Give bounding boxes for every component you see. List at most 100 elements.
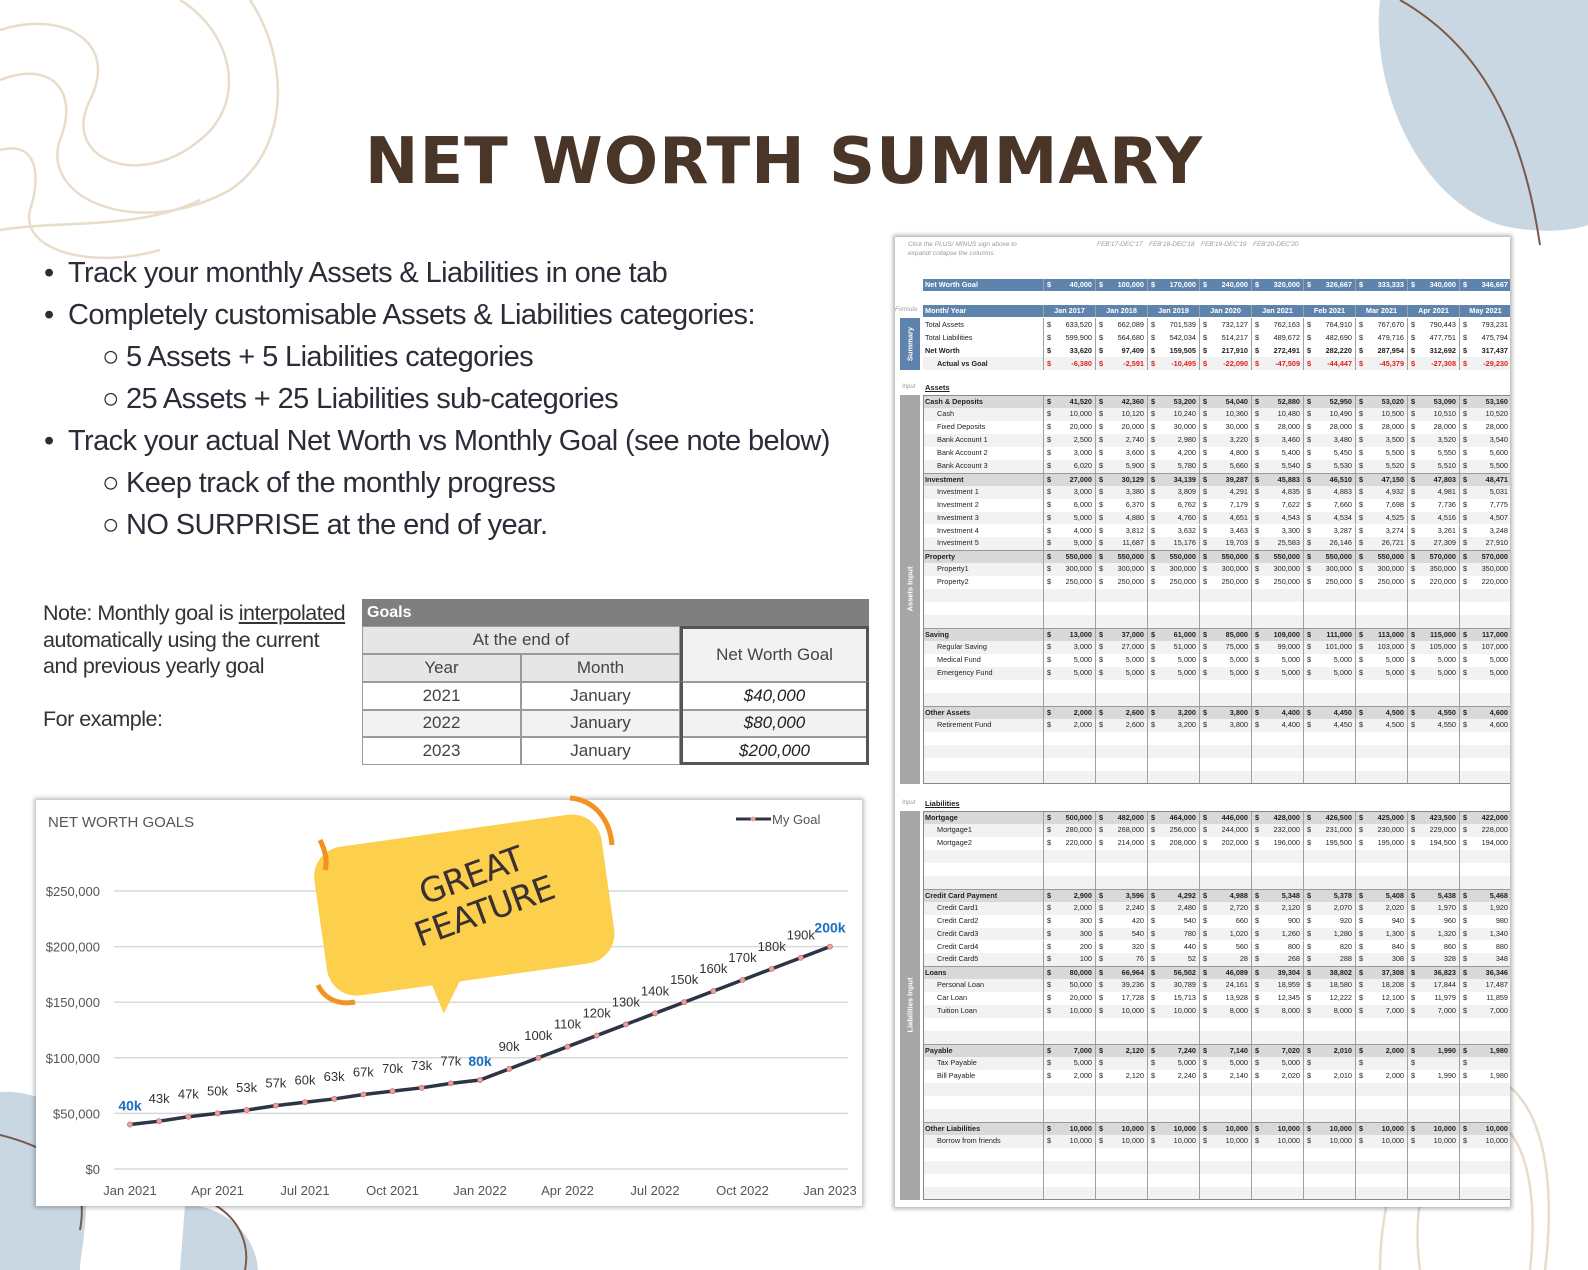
cell-value: 20,000 xyxy=(1121,421,1144,431)
currency-symbol: $ xyxy=(1203,397,1208,406)
value-cell xyxy=(1199,1082,1251,1096)
cell-value: 75,000 xyxy=(1225,642,1248,652)
currency-symbol: $ xyxy=(1359,538,1364,548)
net-worth-goal-row: Net Worth Goal $40,000 $100,000 $170,000 $24… xyxy=(923,279,1510,291)
row-label: Bank Account 3 xyxy=(937,460,988,470)
value-cell: $880 xyxy=(1459,940,1510,954)
value-cell: $6,020 xyxy=(1043,459,1095,473)
cell-value: 900 xyxy=(1287,915,1300,925)
cell-value: 10,000 xyxy=(1173,1123,1196,1133)
row-label xyxy=(923,1174,1043,1187)
value-cell xyxy=(1043,770,1095,784)
currency-symbol: $ xyxy=(1359,928,1364,938)
cell-value: 300,000 xyxy=(1221,564,1248,574)
currency-symbol: $ xyxy=(1203,954,1208,964)
cell-value: 5,520 xyxy=(1385,460,1404,470)
value-cell: $250,000 xyxy=(1355,576,1407,590)
value-cell: $317,437 xyxy=(1459,344,1510,357)
cell-value: 479,716 xyxy=(1377,333,1404,342)
value-cell: $300,000 xyxy=(1095,563,1147,577)
value-cell: $107,000 xyxy=(1459,641,1510,654)
bullet-text: NO SURPRISE at the end of year. xyxy=(126,509,548,541)
currency-symbol: $ xyxy=(1307,434,1312,444)
value-cell: $2,000 xyxy=(1043,706,1095,719)
currency-symbol: $ xyxy=(1411,837,1416,847)
page-title: NET WORTH SUMMARY xyxy=(364,125,1204,199)
value-cell: $28,000 xyxy=(1303,420,1355,434)
currency-symbol: $ xyxy=(1411,824,1416,834)
currency-symbol: $ xyxy=(1099,915,1104,925)
currency-symbol: $ xyxy=(1203,1058,1208,1068)
currency-symbol: $ xyxy=(1151,707,1156,717)
cell-value: 326,667 xyxy=(1325,280,1352,289)
x-tick-label: Jan 2022 xyxy=(453,1183,507,1198)
currency-symbol: $ xyxy=(1307,359,1312,368)
value-cell: $3,596 xyxy=(1095,889,1147,902)
cell-value: 4,760 xyxy=(1177,512,1196,522)
row-label: Car Loan xyxy=(937,993,968,1003)
value-cell: $3,540 xyxy=(1459,433,1510,447)
empty-row xyxy=(923,1018,1510,1032)
currency-symbol: $ xyxy=(1151,512,1156,522)
goal-year: 2022 xyxy=(362,709,521,737)
currency-symbol: $ xyxy=(1255,512,1260,522)
value-cell xyxy=(1251,1108,1303,1122)
cell-value: 10,490 xyxy=(1329,408,1352,418)
value-cell: $27,910 xyxy=(1459,537,1510,551)
value-cell: $10,490 xyxy=(1303,407,1355,421)
value-cell: $477,751 xyxy=(1407,331,1459,344)
value-cell: $10,000 xyxy=(1095,1005,1147,1019)
value-cell: $52 xyxy=(1147,953,1199,967)
currency-symbol: $ xyxy=(1359,397,1364,406)
cell-value: 202,000 xyxy=(1221,837,1248,847)
cell-value: 3,463 xyxy=(1229,525,1248,535)
value-cell: $113,000 xyxy=(1355,629,1407,642)
value-cell: $7,240 xyxy=(1147,1045,1199,1058)
cell-value: 300,000 xyxy=(1065,564,1092,574)
value-cell: $570,000 xyxy=(1407,551,1459,564)
row-label: Bank Account 1 xyxy=(937,434,988,444)
cell-value: 27,910 xyxy=(1485,538,1508,548)
currency-symbol: $ xyxy=(1359,564,1364,574)
cell-value: 2,000 xyxy=(1385,1071,1404,1080)
value-cell: $18,959 xyxy=(1251,979,1303,993)
value-cell: $550,000 xyxy=(1095,551,1147,564)
value-cell: $900 xyxy=(1251,914,1303,928)
value-cell: $47,803 xyxy=(1407,473,1459,486)
y-tick-label: $0 xyxy=(86,1162,100,1177)
cell-value: -45,379 xyxy=(1379,359,1404,368)
value-cell xyxy=(1407,679,1459,693)
currency-symbol: $ xyxy=(1359,902,1364,912)
cell-value: 28,000 xyxy=(1329,421,1352,431)
cell-value: 550,000 xyxy=(1377,552,1404,562)
value-cell: $10,480 xyxy=(1251,407,1303,421)
cell-value: 5,000 xyxy=(1125,667,1144,677)
currency-symbol: $ xyxy=(1307,993,1312,1003)
value-cell: $5,000 xyxy=(1043,511,1095,525)
currency-symbol: $ xyxy=(1463,1071,1468,1080)
value-cell: $2,000 xyxy=(1043,1070,1095,1083)
value-cell: $17,844 xyxy=(1407,979,1459,993)
value-cell: $37,308 xyxy=(1355,967,1407,980)
value-cell: $300,000 xyxy=(1147,563,1199,577)
value-cell: $268,000 xyxy=(1095,823,1147,837)
currency-symbol: $ xyxy=(1411,499,1416,509)
cell-value: 28 xyxy=(1239,954,1248,964)
cell-value: 701,539 xyxy=(1169,320,1196,329)
currency-symbol: $ xyxy=(1359,512,1364,522)
row-label: Credit Card4 xyxy=(937,941,979,951)
cell-value: 2,070 xyxy=(1333,902,1352,912)
value-cell: $340,000 xyxy=(1407,279,1459,291)
value-cell: $346,667 xyxy=(1459,279,1510,291)
cell-value: 2,000 xyxy=(1073,707,1092,717)
currency-symbol: $ xyxy=(1307,474,1312,484)
cell-value: 28,000 xyxy=(1381,421,1404,431)
value-cell: $7,736 xyxy=(1407,498,1459,512)
row-label xyxy=(923,863,1043,876)
bullet-item: ○ Keep track of the monthly progress xyxy=(44,462,830,504)
value-cell: $10,000 xyxy=(1199,1122,1251,1135)
currency-symbol: $ xyxy=(1463,630,1468,640)
currency-symbol: $ xyxy=(1255,928,1260,938)
value-cell: $250,000 xyxy=(1199,576,1251,590)
cell-value: 10,000 xyxy=(1485,1135,1508,1145)
